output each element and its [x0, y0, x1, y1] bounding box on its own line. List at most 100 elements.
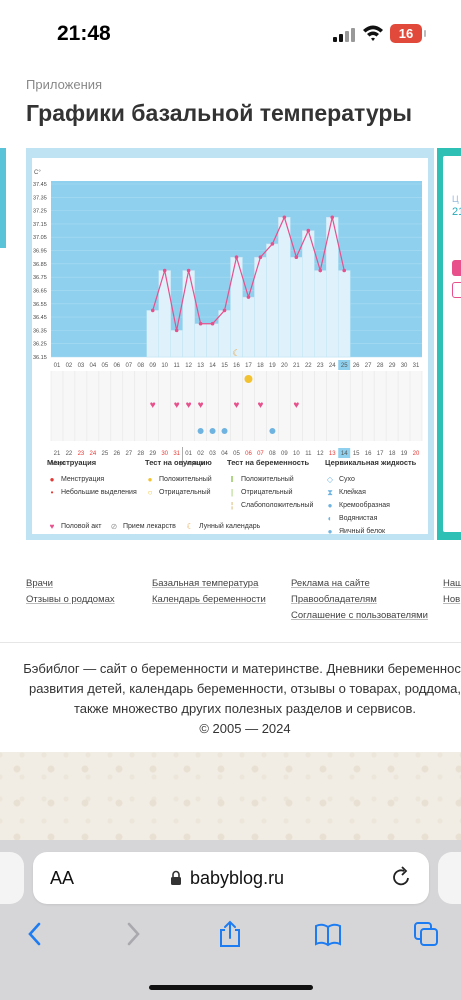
calendar-date-label: 20 [413, 451, 420, 457]
calendar-date-label: 11 [305, 451, 312, 457]
cervical-fluid-mark [269, 428, 276, 434]
x-day-label: 09 [149, 363, 156, 369]
heart-icon: ♥ [150, 400, 156, 411]
heart-icon: ♥ [198, 400, 204, 411]
temperature-column [182, 270, 195, 358]
footer-divider [0, 642, 461, 643]
legend-intercourse: ♥ Половой акт [47, 522, 102, 531]
carousel-prev-card[interactable] [0, 148, 6, 248]
cervical-fluid-mark [197, 428, 204, 434]
x-day-label: 27 [365, 363, 372, 369]
footer-link-ours[interactable]: Наш [443, 578, 461, 589]
x-day-label: 04 [90, 363, 97, 369]
month-label: Март [51, 461, 66, 467]
forward-icon[interactable] [118, 920, 146, 948]
x-day-label: 23 [317, 363, 324, 369]
x-day-label: 03 [78, 363, 85, 369]
sun-filled-icon: ● [147, 475, 153, 484]
x-day-label: 26 [353, 363, 360, 369]
pill-icon: ⊘ [110, 522, 118, 531]
next-tab[interactable] [438, 852, 461, 904]
calendar-date-label: 05 [233, 451, 240, 457]
temperature-point [258, 255, 263, 259]
x-day-label: 21 [293, 363, 300, 369]
x-day-label: 02 [66, 363, 73, 369]
temperature-point [246, 295, 251, 299]
temperature-column [337, 270, 351, 358]
bbt-chart-card[interactable]: C° 37.45 37.35 37.25 37.15 37.05 36.95 36.85 36.… [26, 148, 434, 540]
footer-link-doctors[interactable]: Врачи [26, 578, 53, 589]
next-card-number: 21 [452, 206, 461, 218]
temperature-point [150, 308, 155, 313]
footer-link-advertising[interactable]: Реклама на сайте [291, 578, 370, 589]
previous-tab[interactable] [0, 852, 24, 904]
calendar-date-label: 19 [401, 451, 408, 457]
moon-icon: ☾ [186, 522, 194, 531]
back-icon[interactable] [22, 920, 50, 948]
calendar-date-label: 27 [125, 451, 132, 457]
calendar-date-label: 08 [269, 451, 276, 457]
temperature-column [170, 330, 183, 358]
chart-legend: Менструация ● Менструация • Небольшие выде… [47, 458, 427, 538]
clock: 21:48 [57, 22, 111, 45]
bookmarks-icon[interactable] [314, 920, 342, 948]
cervical-fluid-mark [209, 428, 216, 434]
cervical-fluid-mark [221, 428, 228, 434]
footer-link-news[interactable]: Нов [443, 594, 461, 605]
calendar-date-label: 21 [54, 451, 61, 457]
temperature-point [270, 242, 275, 246]
reload-icon[interactable] [392, 866, 412, 888]
calendar-date-label: 24 [90, 451, 97, 457]
calendar-date-label: 01 [185, 451, 192, 457]
heart-icon: ♥ [234, 400, 240, 411]
x-day-label: 19 [269, 363, 276, 369]
temperature-column [266, 243, 279, 358]
footer-link-user-agreement[interactable]: Соглашение с пользователями [291, 610, 428, 621]
x-day-label: 01 [54, 363, 61, 369]
x-day-label: 05 [102, 363, 109, 369]
footer-link-bbt[interactable]: Базальная температура [152, 578, 259, 589]
address-bar[interactable] [33, 852, 429, 904]
footer-link-maternity-reviews[interactable]: Отзывы о роддомах [26, 594, 115, 605]
x-day-label: 08 [137, 363, 144, 369]
calendar-date-label: 25 [102, 451, 109, 457]
y-tick-label: 36.55 [33, 302, 47, 308]
x-day-label: 11 [174, 363, 181, 369]
egg-white-icon: ● [327, 527, 333, 536]
carousel-next-card[interactable] [437, 148, 461, 540]
tabs-icon[interactable] [412, 920, 440, 948]
y-tick-label: 36.65 [33, 288, 47, 294]
y-tick-label: 37.15 [33, 222, 47, 228]
share-icon[interactable] [216, 920, 244, 948]
legend-medication: ⊘ Прием лекарств [110, 522, 176, 531]
footer-link-copyright[interactable]: Правообладателям [291, 594, 377, 605]
y-tick-label: 37.25 [33, 209, 47, 215]
heart-icon: ♥ [49, 522, 55, 531]
status-bar: 21:48 16 [0, 0, 461, 70]
calendar-date-label: 28 [137, 451, 144, 457]
y-tick-label: 36.35 [33, 328, 47, 334]
calendar-date-label: 12 [317, 451, 324, 457]
temperature-point [162, 268, 167, 273]
calendar-date-label: 31 [173, 451, 180, 457]
footer-link-pregnancy-calendar[interactable]: Календарь беременности [152, 594, 266, 605]
calendar-date-label: 07 [257, 451, 264, 457]
x-day-label: 30 [401, 363, 408, 369]
next-card-text: Ц [452, 194, 459, 204]
temperature-column [242, 296, 255, 358]
x-day-label: 13 [197, 363, 204, 369]
breadcrumb[interactable]: Приложения [26, 77, 103, 92]
x-day-label: 15 [221, 363, 228, 369]
calendar-date-label: 02 [197, 451, 204, 457]
decorative-pattern [0, 752, 461, 852]
reader-settings-button[interactable]: AA [50, 868, 75, 888]
temperature-point [234, 255, 239, 259]
calendar-highlight-box [338, 448, 351, 458]
temperature-column [194, 323, 207, 358]
calendar-date-label: 23 [78, 451, 85, 457]
legend-ovulation-test: Тест на овуляцию ● Положительный ○ Отрицат… [145, 458, 212, 497]
url-text[interactable]: babyblog.ru [190, 868, 285, 888]
small-drop-icon: • [50, 488, 54, 497]
heart-icon: ♥ [174, 400, 180, 411]
lock-icon [171, 870, 181, 885]
